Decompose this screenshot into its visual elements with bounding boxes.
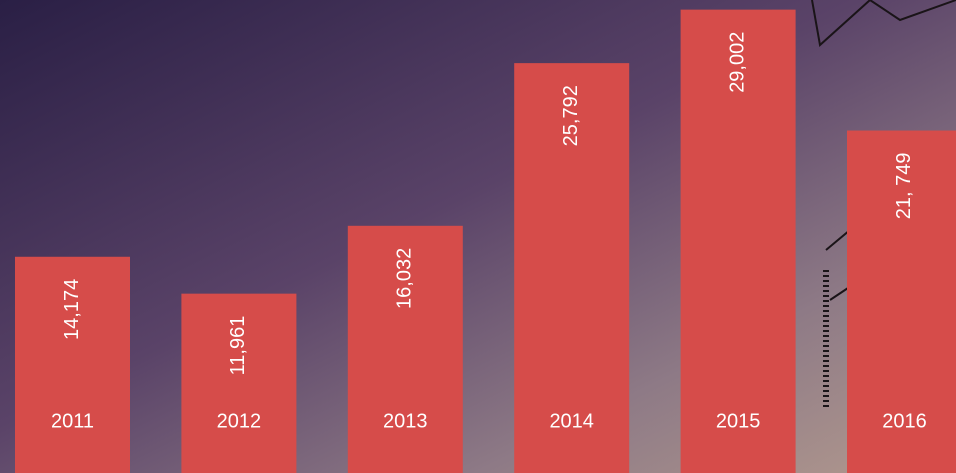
category-label: 2015 (716, 410, 761, 432)
value-label: 29,002 (726, 32, 748, 93)
background (0, 0, 956, 473)
category-label: 2014 (549, 410, 594, 432)
value-label: 16,032 (394, 248, 416, 309)
category-label: 2013 (383, 410, 428, 432)
category-label: 2011 (51, 410, 94, 432)
category-label: 2012 (217, 410, 262, 432)
value-label: 25,792 (560, 85, 582, 146)
chart: 14,174 2011 11,961 2012 16,032 2013 25,792 2014… (0, 0, 956, 473)
value-label: 14,174 (61, 279, 83, 340)
value-label: 11,961 (227, 316, 249, 376)
value-label: 21, 749 (893, 153, 915, 220)
category-label: 2016 (882, 410, 927, 432)
